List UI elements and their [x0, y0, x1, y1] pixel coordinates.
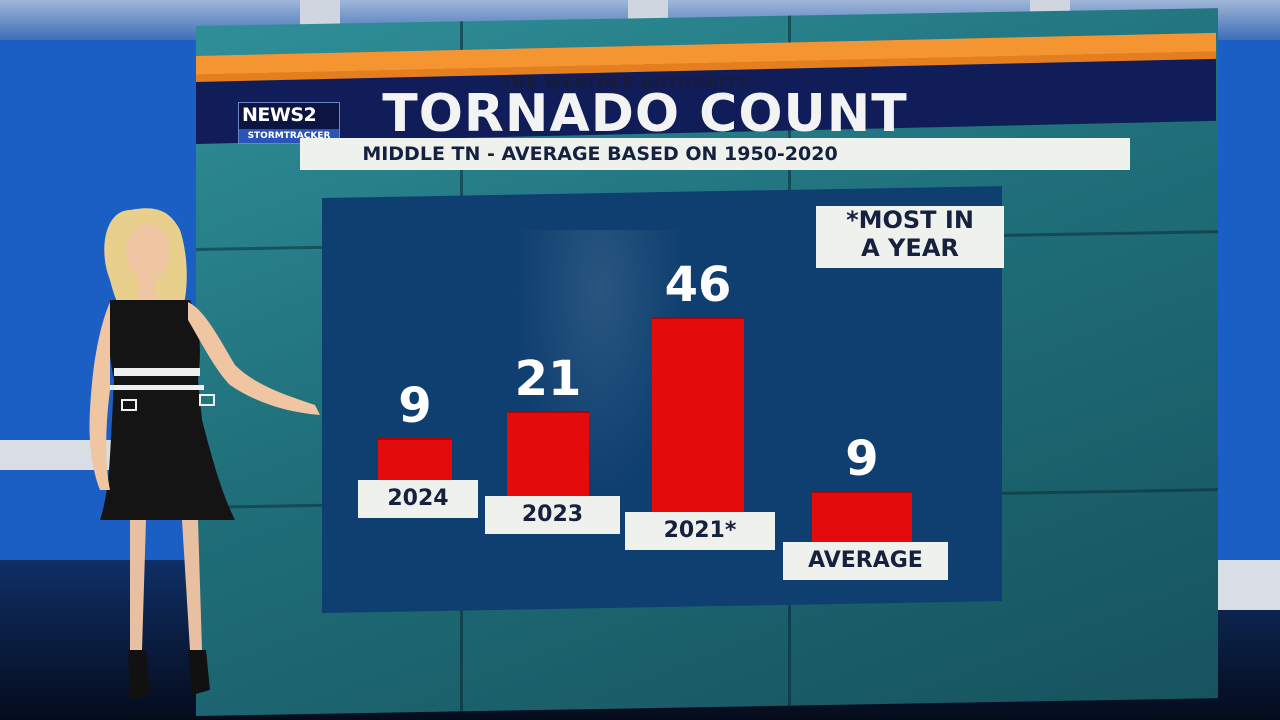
- most-in-a-year-note: *MOST IN A YEAR: [816, 206, 1004, 268]
- bar-1: [507, 411, 589, 507]
- weather-authority-label: THE WEATHER AUTHORITY: [501, 73, 749, 92]
- category-label: AVERAGE: [783, 542, 948, 580]
- category-label: 2023: [485, 496, 620, 534]
- bar-value-label: 9: [398, 378, 432, 434]
- note-line-2: A YEAR: [861, 234, 959, 262]
- logo-text: NEWS2: [242, 104, 317, 126]
- bar-value-label: 46: [664, 257, 732, 313]
- category-label: 2024: [358, 480, 478, 518]
- category-label: 2021*: [625, 512, 775, 550]
- note-line-1: *MOST IN: [846, 206, 974, 234]
- subtitle-bar: [300, 138, 1130, 170]
- chart-subtitle: MIDDLE TN - AVERAGE BASED ON 1950-2020: [362, 143, 838, 165]
- bar-value-label: 9: [845, 431, 879, 487]
- bar-2: [652, 317, 744, 524]
- bar-3: [812, 491, 912, 543]
- news2-logo: NEWS2 STORMTRACKER: [238, 102, 340, 144]
- bar-value-label: 21: [514, 351, 582, 407]
- presenter: [89, 208, 320, 700]
- chart-title: TORNADO COUNT: [382, 84, 908, 144]
